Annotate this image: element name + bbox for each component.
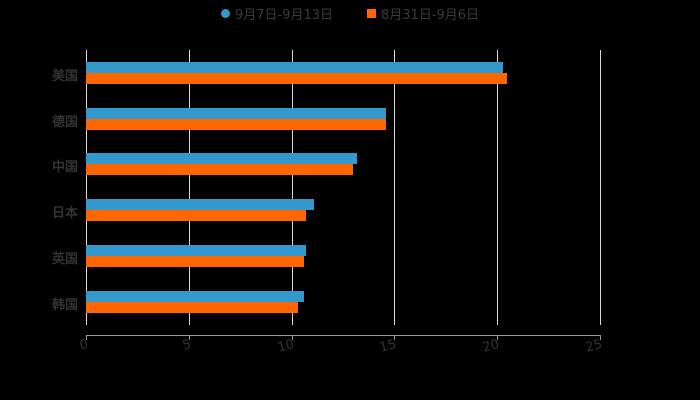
category-label: 中国 (51, 160, 78, 175)
bar[interactable] (86, 210, 306, 221)
x-tick-label: 0 (78, 337, 90, 354)
bar[interactable] (86, 73, 507, 84)
category-label: 韩国 (51, 298, 78, 313)
x-tick-label: 25 (584, 337, 604, 356)
bar[interactable] (86, 108, 386, 119)
gridline (292, 50, 293, 325)
x-tick-label: 10 (276, 337, 296, 356)
bar[interactable] (86, 291, 304, 302)
gridline (189, 50, 190, 325)
legend-label: 9月7日-9月13日 (234, 7, 333, 23)
axis-tick (189, 335, 190, 340)
bar[interactable] (86, 119, 386, 130)
bar[interactable] (86, 256, 304, 267)
legend-circle-icon (220, 8, 230, 18)
axis-tick (292, 335, 293, 340)
x-tick-label: 15 (378, 337, 398, 356)
gridline (600, 50, 601, 325)
x-tick-label: 5 (181, 337, 193, 354)
axis-tick (394, 335, 395, 340)
axis-tick (600, 335, 601, 340)
category-label: 英国 (51, 252, 78, 267)
legend-label: 8月31日-9月6日 (381, 7, 480, 23)
x-tick-label: 20 (481, 337, 501, 356)
legend-item-previous-week[interactable]: 8月31日-9月6日 (367, 4, 480, 23)
gridline (86, 50, 87, 325)
legend: 9月7日-9月13日 8月31日-9月6日 (0, 4, 700, 23)
gridline (497, 50, 498, 325)
bar[interactable] (86, 199, 314, 210)
gridline (394, 50, 395, 325)
legend-square-icon (367, 8, 376, 18)
bar[interactable] (86, 153, 357, 164)
bar[interactable] (86, 302, 298, 313)
bar[interactable] (86, 62, 503, 73)
axis-tick (86, 335, 87, 340)
bar[interactable] (86, 245, 306, 256)
axis-tick (497, 335, 498, 340)
category-label: 美国 (51, 69, 78, 84)
x-axis-line (86, 335, 601, 336)
bar[interactable] (86, 164, 353, 175)
legend-item-current-week[interactable]: 9月7日-9月13日 (220, 4, 333, 23)
category-label: 德国 (51, 115, 78, 130)
category-label: 日本 (51, 206, 78, 221)
